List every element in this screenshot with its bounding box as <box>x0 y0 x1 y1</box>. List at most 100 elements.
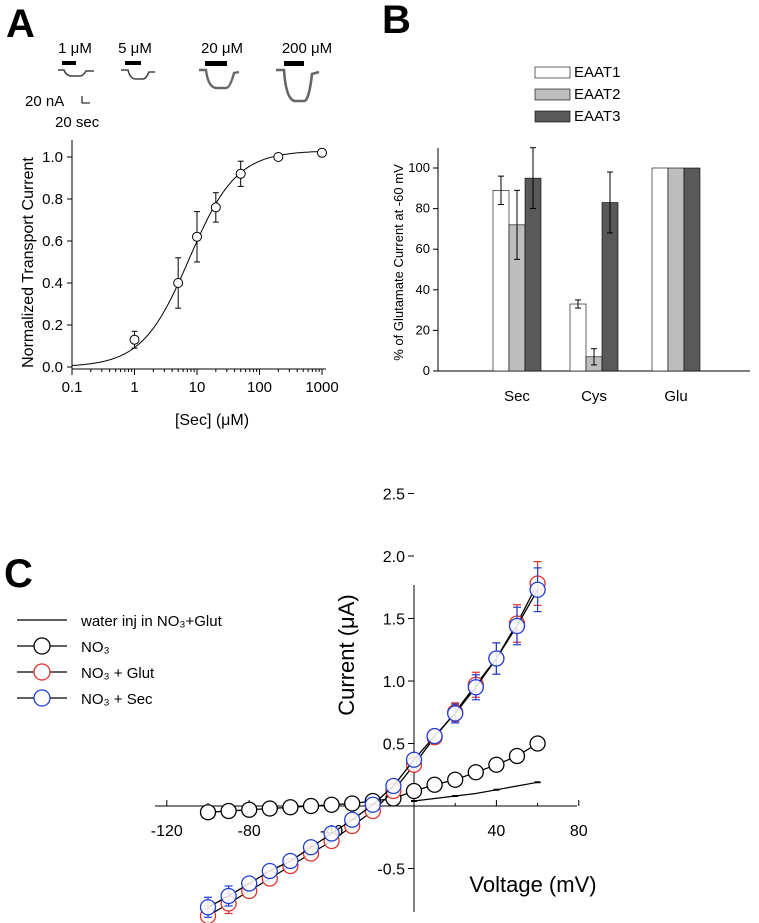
bar <box>683 167 701 372</box>
dose-response-chart: 0.0 0.2 0.4 0.6 0.8 1.0 0.1 1 10 100 1000 [Sec] (μM… <box>20 140 339 429</box>
legend-marker <box>33 637 51 655</box>
legend-label: EAAT3 <box>574 108 620 125</box>
y-tick-label: 2.5 <box>383 487 405 504</box>
data-point <box>317 147 327 158</box>
data-point <box>235 168 246 179</box>
data-point <box>467 679 484 696</box>
y-tick-label: 1.5 <box>383 612 405 629</box>
y-tick-label: 0.4 <box>42 275 63 292</box>
y-tick-label: 0.6 <box>42 233 63 250</box>
current-trace-1 <box>58 69 94 77</box>
data-point <box>302 839 320 856</box>
iv-chart: -120-80-404080-1.0-0.50.51.01.52.02.5Vol… <box>17 487 597 923</box>
y-tick-label: 0.8 <box>42 191 63 208</box>
bar <box>569 303 587 372</box>
y-tick-label: 60 <box>416 241 430 256</box>
legend-swatch <box>534 88 571 101</box>
data-point <box>273 152 284 162</box>
data-point <box>426 776 443 793</box>
legend-marker <box>33 663 51 681</box>
y-tick-label: 0.0 <box>42 359 63 376</box>
scale-current-label: 20 nA <box>25 93 64 110</box>
series-line <box>207 583 539 917</box>
data-point <box>192 231 202 242</box>
scale-time-label: 20 sec <box>55 114 100 131</box>
y-tick-label: 20 <box>416 322 430 337</box>
data-point <box>129 334 140 345</box>
data-point <box>364 796 381 813</box>
y-tick-label: 80 <box>416 201 430 216</box>
data-point <box>385 777 402 795</box>
data-point <box>426 727 443 745</box>
data-point <box>282 799 299 816</box>
legend-swatch <box>534 66 571 79</box>
data-point <box>344 811 361 828</box>
category-label: Sec <box>504 388 530 405</box>
x-tick-label: 0.1 <box>62 379 83 396</box>
y-tick-label: 100 <box>408 160 430 175</box>
y-tick-label: 40 <box>416 282 430 297</box>
panel-c-letter: C <box>4 552 33 596</box>
current-trace-2 <box>121 69 155 80</box>
y-tick-label: 1.0 <box>42 149 63 166</box>
data-point <box>529 581 546 598</box>
y-tick-label: 2.0 <box>383 549 405 566</box>
data-point <box>323 825 340 842</box>
data-point <box>210 202 221 213</box>
legend-label: EAAT2 <box>574 86 620 103</box>
y-axis-title: % of Glutamate Current at -60 mV <box>391 164 406 361</box>
data-point <box>261 800 278 817</box>
data-point <box>488 756 505 773</box>
trace-label-4: 200 μM <box>282 40 332 57</box>
legend-label: water inj in NO₃+Glut <box>80 613 223 630</box>
current-trace-4 <box>276 68 320 103</box>
bar <box>667 167 685 372</box>
y-tick-label: -0.5 <box>377 862 405 879</box>
series-line <box>207 589 539 908</box>
y-tick-label: 0 <box>423 363 430 378</box>
x-axis-title: Voltage (mV) <box>469 872 596 897</box>
y-tick-label: 0.5 <box>383 737 405 754</box>
x-tick-label: 80 <box>570 823 588 840</box>
data-point <box>405 751 423 768</box>
data-point <box>261 862 278 880</box>
x-tick-label: 10 <box>189 379 206 396</box>
bar <box>651 167 669 372</box>
application-bar-1 <box>62 61 76 65</box>
trace-label-2: 5 μM <box>118 40 152 57</box>
data-point <box>508 747 526 765</box>
data-point <box>447 771 464 788</box>
x-axis-title: [Sec] (μM) <box>175 412 249 429</box>
legend-label: NO₃ + Sec <box>81 691 153 708</box>
data-point <box>467 764 484 781</box>
y-axis-title: Normalized Transport Current <box>20 157 37 368</box>
data-point <box>241 875 258 892</box>
series-line <box>413 781 538 802</box>
data-point <box>199 899 217 916</box>
y-tick-label: 1.0 <box>383 674 405 691</box>
y-axis-title: Current (μA) <box>334 594 359 715</box>
data-point <box>488 650 505 667</box>
legend-marker <box>33 689 51 707</box>
panel-b-letter: B <box>382 0 411 42</box>
x-tick-label: 1 <box>130 379 138 396</box>
data-point <box>241 801 258 818</box>
category-label: Cys <box>581 388 607 405</box>
legend-swatch <box>534 110 571 123</box>
application-bar-4 <box>284 61 304 66</box>
x-tick-label: 40 <box>488 823 506 840</box>
x-tick-label: -120 <box>151 823 183 840</box>
trace-label-1: 1 μM <box>58 40 92 57</box>
data-point <box>529 735 546 752</box>
data-point <box>405 782 423 800</box>
bar <box>492 190 510 372</box>
legend-label: NO₃ + Glut <box>81 665 155 682</box>
legend-label: EAAT1 <box>574 64 620 81</box>
trace-label-3: 20 μM <box>201 40 243 57</box>
panel-a-letter: A <box>6 2 35 46</box>
data-point <box>302 797 320 815</box>
bar-chart: 0 20 40 60 80 100% of Glutamate Current at -6… <box>391 64 750 405</box>
application-bar-3 <box>205 61 227 66</box>
data-point <box>220 887 237 905</box>
